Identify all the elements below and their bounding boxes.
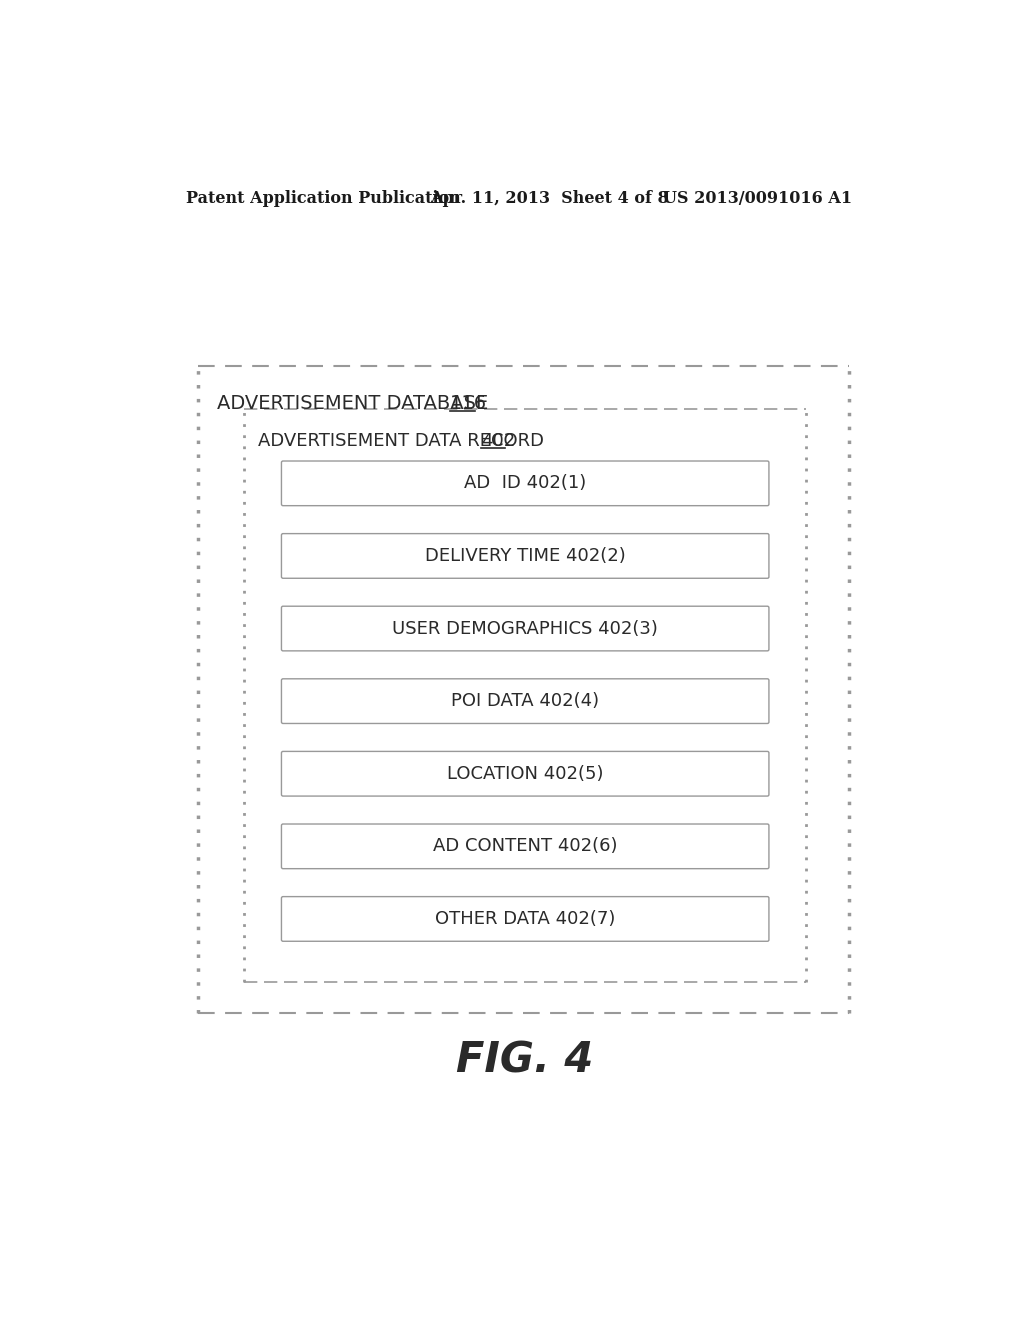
Text: 116: 116	[450, 393, 486, 413]
Text: USER DEMOGRAPHICS 402(3): USER DEMOGRAPHICS 402(3)	[392, 619, 658, 638]
FancyBboxPatch shape	[282, 533, 769, 578]
Text: DELIVERY TIME 402(2): DELIVERY TIME 402(2)	[425, 546, 626, 565]
Text: AD CONTENT 402(6): AD CONTENT 402(6)	[433, 837, 617, 855]
Text: Apr. 11, 2013  Sheet 4 of 8: Apr. 11, 2013 Sheet 4 of 8	[430, 190, 669, 207]
FancyBboxPatch shape	[282, 896, 769, 941]
FancyBboxPatch shape	[282, 606, 769, 651]
FancyBboxPatch shape	[282, 751, 769, 796]
FancyBboxPatch shape	[282, 678, 769, 723]
Text: FIG. 4: FIG. 4	[456, 1040, 594, 1082]
Text: 402: 402	[480, 432, 515, 450]
Text: LOCATION 402(5): LOCATION 402(5)	[446, 764, 603, 783]
Text: Patent Application Publication: Patent Application Publication	[186, 190, 461, 207]
Text: AD  ID 402(1): AD ID 402(1)	[464, 474, 587, 492]
Text: ADVERTISEMENT DATA RECORD: ADVERTISEMENT DATA RECORD	[258, 432, 544, 450]
FancyBboxPatch shape	[282, 824, 769, 869]
Text: US 2013/0091016 A1: US 2013/0091016 A1	[663, 190, 852, 207]
Text: ADVERTISEMENT DATABASE: ADVERTISEMENT DATABASE	[217, 393, 488, 413]
FancyBboxPatch shape	[282, 461, 769, 506]
Text: POI DATA 402(4): POI DATA 402(4)	[452, 692, 599, 710]
Text: OTHER DATA 402(7): OTHER DATA 402(7)	[435, 909, 615, 928]
